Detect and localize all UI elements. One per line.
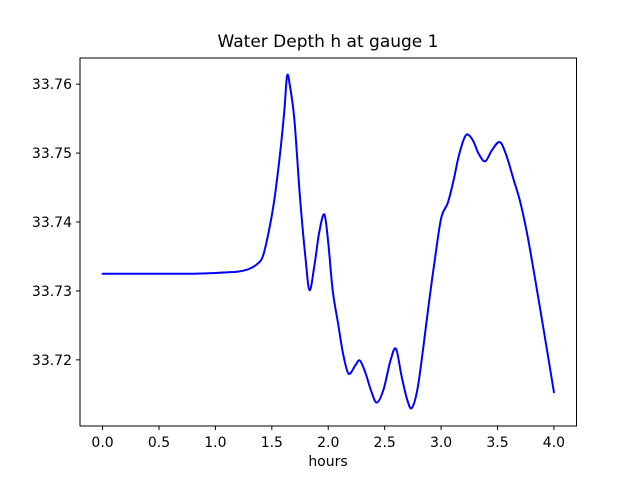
y-tick-label: 33.73 (32, 284, 72, 300)
y-tick-label: 33.75 (32, 146, 72, 162)
y-tick-label: 33.74 (32, 215, 72, 231)
x-tick-label: 1.5 (261, 435, 283, 451)
x-tick-label: 2.0 (317, 435, 339, 451)
chart-title: Water Depth h at gauge 1 (218, 32, 439, 52)
water-depth-line (101, 73, 555, 410)
x-tick-label: 1.0 (204, 435, 226, 451)
x-tick-label: 0.0 (91, 435, 113, 451)
x-tick-label: 2.5 (374, 435, 396, 451)
x-tick-label: 3.5 (486, 435, 508, 451)
x-tick-label: 4.0 (543, 435, 565, 451)
y-tick-label: 33.72 (32, 353, 72, 369)
x-tick-label: 3.0 (430, 435, 452, 451)
x-axis-label: hours (308, 454, 347, 470)
x-tick-label: 0.5 (148, 435, 170, 451)
x-axis-ticks: 0.0 0.5 1.0 1.5 2.0 2.5 3.0 3.5 4.0 (91, 426, 565, 451)
y-axis-ticks: 33.72 33.73 33.74 33.75 33.76 (32, 77, 80, 369)
y-tick-label: 33.76 (32, 77, 72, 93)
